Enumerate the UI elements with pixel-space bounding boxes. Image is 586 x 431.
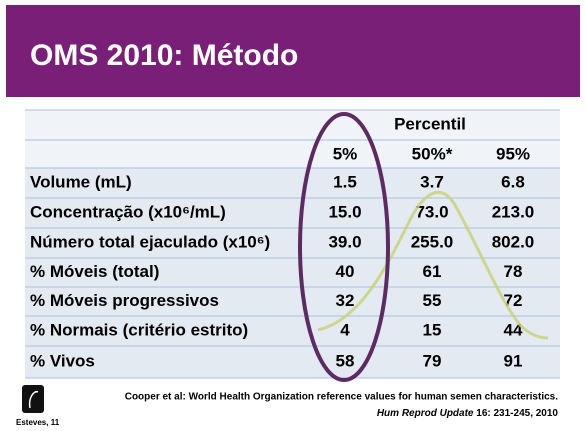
- cell-value: 39.0: [328, 232, 361, 251]
- logo-text: Esteves, 11: [16, 418, 60, 427]
- cell-value: 32: [336, 291, 355, 310]
- row-label: % Móveis progressivos: [30, 291, 219, 310]
- table-grid: [25, 109, 560, 379]
- cell-value: 61: [423, 262, 442, 281]
- row-label: % Vivos: [30, 351, 95, 370]
- cell-value: 3.7: [420, 172, 444, 191]
- cell-value: 58: [336, 351, 355, 370]
- reference-detail: 16: 231-245, 2010: [473, 408, 558, 419]
- cell-value: 6.8: [501, 172, 525, 191]
- cell-value: 40: [336, 262, 355, 281]
- journal: Hum Reprod Update: [377, 408, 474, 419]
- row-label: Número total ejaculado (x10⁶): [30, 232, 270, 251]
- cell-value: 55: [423, 291, 442, 310]
- header-bar: [6, 5, 580, 97]
- row-label: Volume (mL): [30, 172, 132, 191]
- logo-icon: [22, 385, 44, 413]
- row-label: % Normais (critério estrito): [30, 320, 248, 339]
- column-header: 50%*: [412, 144, 453, 163]
- cell-value: 213.0: [492, 202, 535, 221]
- cell-value: 802.0: [492, 232, 535, 251]
- logo-mark: [28, 390, 39, 409]
- cell-value: 15: [423, 320, 442, 339]
- title: OMS 2010: Método: [30, 39, 298, 72]
- cell-value: 79: [423, 351, 442, 370]
- highlight-ellipse: [298, 112, 390, 382]
- reference: Hum Reprod Update 16: 231-245, 2010: [377, 408, 559, 419]
- row-label: % Móveis (total): [30, 262, 159, 281]
- cell-value: 78: [504, 262, 523, 281]
- cell-value: 255.0: [411, 232, 454, 251]
- cell-value: 73.0: [415, 202, 448, 221]
- cell-value: 91: [504, 351, 523, 370]
- group-header: Percentil: [394, 114, 466, 133]
- cell-value: 1.5: [333, 172, 357, 191]
- cell-value: 44: [504, 320, 523, 339]
- table-header-background: [25, 110, 560, 168]
- column-header: 5%: [333, 144, 358, 163]
- citation: Cooper et al: World Health Organization …: [125, 392, 558, 403]
- table-cells: Percentil 5% 50%* 95% Volume (mL) 1.5 3.7 6.8 Co…: [30, 114, 534, 370]
- column-header: 95%: [496, 144, 530, 163]
- cell-value: 15.0: [328, 202, 361, 221]
- cell-value: 4: [340, 320, 350, 339]
- row-label: Concentração (x10⁶/mL): [30, 202, 226, 221]
- bell-curve: [317, 190, 549, 340]
